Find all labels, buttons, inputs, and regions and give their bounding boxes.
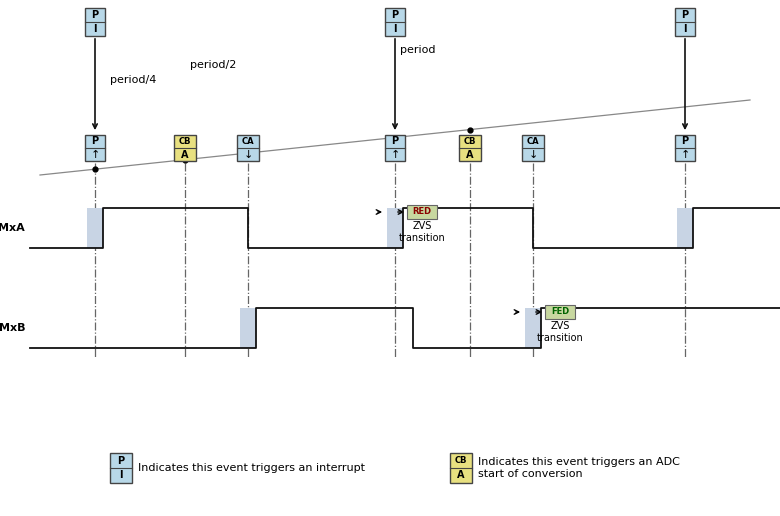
FancyBboxPatch shape — [85, 135, 105, 161]
Text: I: I — [393, 24, 397, 34]
Text: P: P — [392, 10, 399, 20]
Text: period/2: period/2 — [190, 60, 236, 70]
FancyBboxPatch shape — [459, 135, 481, 161]
Text: CB: CB — [179, 137, 191, 146]
Text: CB: CB — [464, 137, 477, 146]
Text: period/4: period/4 — [110, 75, 156, 85]
FancyBboxPatch shape — [675, 135, 695, 161]
FancyBboxPatch shape — [110, 453, 132, 483]
Text: I: I — [94, 24, 97, 34]
Text: P: P — [392, 137, 399, 147]
Text: P: P — [682, 137, 689, 147]
Bar — [525, 308, 541, 348]
Text: P: P — [682, 10, 689, 20]
Text: ZVS
transition: ZVS transition — [399, 221, 445, 243]
Text: P: P — [118, 456, 125, 465]
FancyBboxPatch shape — [450, 453, 472, 483]
FancyBboxPatch shape — [237, 135, 259, 161]
Text: I: I — [119, 471, 122, 480]
Text: P: P — [91, 137, 98, 147]
Bar — [87, 208, 103, 248]
FancyBboxPatch shape — [407, 205, 437, 219]
Text: CB: CB — [455, 456, 467, 465]
FancyBboxPatch shape — [545, 305, 575, 319]
FancyBboxPatch shape — [385, 135, 405, 161]
Text: ↓: ↓ — [243, 150, 253, 159]
FancyBboxPatch shape — [174, 135, 196, 161]
Text: ↑: ↑ — [680, 150, 690, 159]
Text: ↑: ↑ — [390, 150, 399, 159]
Text: period: period — [400, 45, 435, 55]
FancyBboxPatch shape — [522, 135, 544, 161]
Text: RED: RED — [413, 207, 431, 217]
Text: A: A — [466, 150, 473, 159]
FancyBboxPatch shape — [85, 8, 105, 36]
Bar — [677, 208, 693, 248]
Text: FED: FED — [551, 308, 569, 316]
Text: A: A — [181, 150, 189, 159]
Text: EPWMxA: EPWMxA — [0, 223, 25, 233]
Text: Indicates this event triggers an ADC
start of conversion: Indicates this event triggers an ADC sta… — [478, 457, 680, 479]
Text: EPWMxB: EPWMxB — [0, 323, 25, 333]
Text: ZVS
transition: ZVS transition — [537, 321, 583, 343]
Bar — [240, 308, 256, 348]
Text: I: I — [683, 24, 686, 34]
Text: A: A — [457, 471, 465, 480]
Text: Indicates this event triggers an interrupt: Indicates this event triggers an interru… — [138, 463, 365, 473]
Bar — [387, 208, 403, 248]
Text: P: P — [91, 10, 98, 20]
Text: ↑: ↑ — [90, 150, 100, 159]
Text: CA: CA — [242, 137, 254, 146]
Text: CA: CA — [526, 137, 539, 146]
FancyBboxPatch shape — [385, 8, 405, 36]
Text: ↓: ↓ — [528, 150, 537, 159]
FancyBboxPatch shape — [675, 8, 695, 36]
